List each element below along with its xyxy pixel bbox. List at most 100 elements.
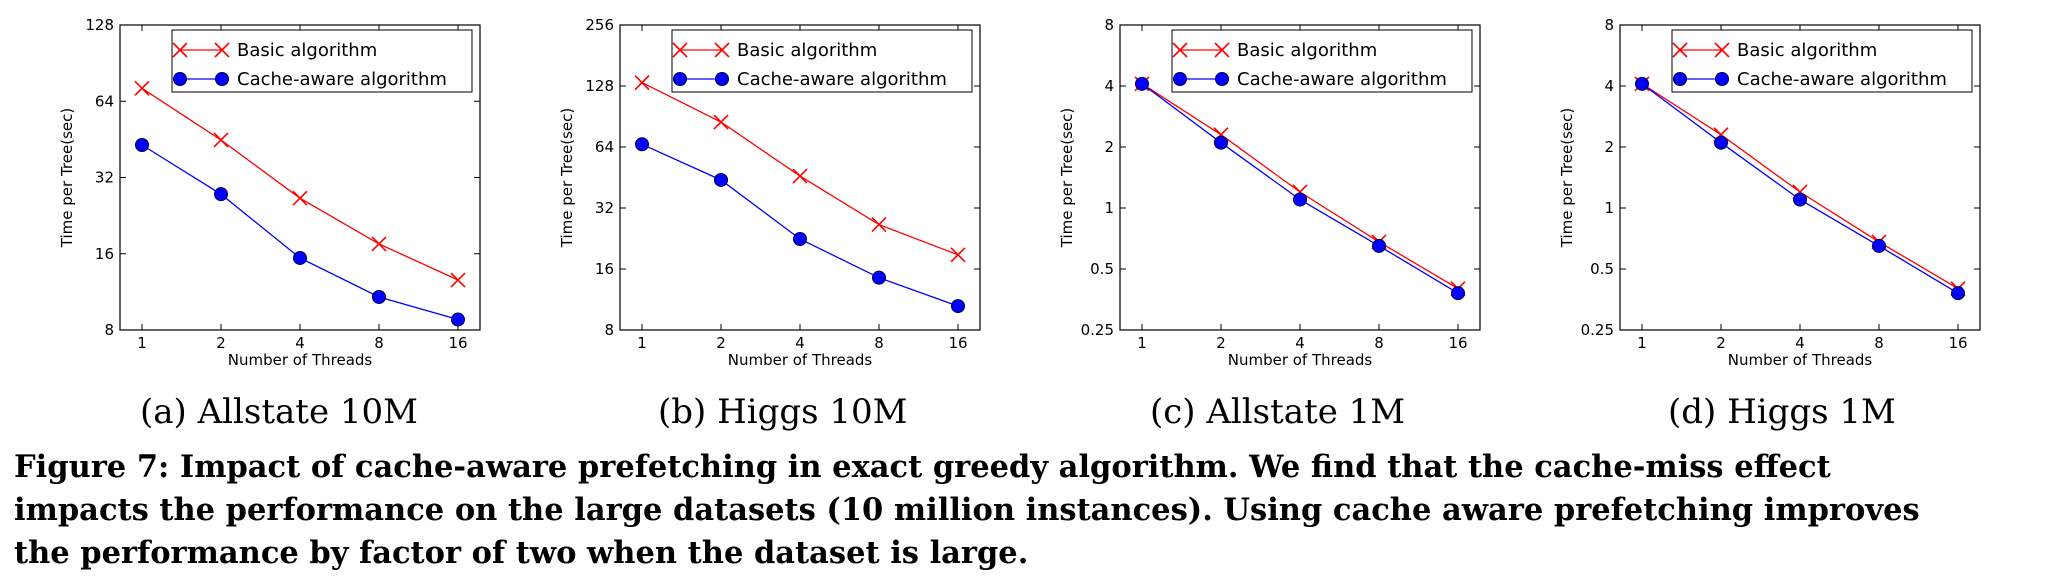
chart-2-xtick-label: 2: [716, 334, 726, 352]
chart-2-series-2-point: [872, 270, 886, 285]
chart-3-series-2-point: [1135, 76, 1149, 91]
chart-4-series-2-point: [1793, 192, 1807, 207]
chart-4-ytick-label: 8: [1604, 16, 1614, 34]
chart-1-series-1-point: [371, 236, 387, 252]
chart-2-legend-marker-1a: [672, 42, 688, 58]
chart-3-legend-label-1: Basic algorithm: [1237, 40, 1377, 61]
chart-1-xtick-label: 1: [137, 334, 147, 352]
chart-4-series-2-line: [1641, 83, 1959, 294]
chart-1-y-axis-label: Time per Tree(sec): [58, 108, 76, 248]
chart-3-legend-marker-1a: [1172, 42, 1188, 58]
chart-1-legend-marker-1a: [172, 42, 188, 58]
chart-4-xtick-label: 16: [1948, 334, 1967, 352]
chart-1-series-2-point: [372, 289, 386, 304]
chart-3-ytick-label: 0.25: [1081, 321, 1114, 339]
chart-4-series-2-point: [1635, 76, 1649, 91]
chart-3-xtick-label: 16: [1448, 334, 1467, 352]
chart-1-xtick-label: 4: [295, 334, 305, 352]
chart-2-series-1-point: [950, 247, 966, 263]
chart-2-series-2-point: [793, 231, 807, 246]
chart-3-x-axis-label: Number of Threads: [1228, 351, 1373, 369]
chart-4-series-1-line: [1641, 83, 1959, 290]
chart-1-xtick-label: 8: [374, 334, 384, 352]
chart-3-y-axis-label: Time per Tree(sec): [1058, 108, 1076, 248]
chart-4-series-2-point: [1714, 135, 1728, 150]
chart-3-ytick-label: 2: [1104, 138, 1114, 156]
chart-3-legend-label-2: Cache-aware algorithm: [1237, 69, 1447, 90]
chart-3-series-2-point: [1293, 192, 1307, 207]
figure-caption: Figure 7: Impact of cache-aware prefetch…: [14, 446, 2054, 575]
chart-1-ytick-label: 32: [95, 169, 114, 187]
chart-3-xtick-label: 8: [1374, 334, 1384, 352]
chart-4-legend-label-1: Basic algorithm: [1737, 40, 1877, 61]
chart-1-series-2-point: [451, 312, 465, 327]
chart-1-series-1-point: [450, 272, 466, 288]
chart-2-ytick-label: 256: [585, 16, 614, 34]
chart-4-legend-marker-2b: [1715, 72, 1729, 86]
chart-2-series-2-point: [951, 299, 965, 314]
chart-1-xtick-label: 16: [448, 334, 467, 352]
chart-2-series-1-point: [634, 75, 650, 91]
chart-1: 8 16 32 64 128 1 2 4 8 16 Number of Threads Time pe…: [58, 16, 481, 369]
chart-2-legend-label-2: Cache-aware algorithm: [737, 69, 947, 90]
chart-2-ytick-label: 128: [585, 77, 614, 95]
chart-3-series-1-line: [1141, 83, 1459, 290]
chart-4-legend-label-2: Cache-aware algorithm: [1737, 69, 1947, 90]
subcaption-b: (b) Higgs 10M: [658, 392, 908, 432]
chart-2-series-1-point: [792, 168, 808, 184]
chart-4-ytick-label: 2: [1604, 138, 1614, 156]
chart-1-legend-label-2: Cache-aware algorithm: [237, 69, 447, 90]
chart-2-series-2-line: [641, 143, 959, 307]
chart-3-ytick-label: 8: [1104, 16, 1114, 34]
chart-4-series-2-point: [1951, 286, 1965, 301]
chart-3-xtick-label: 2: [1216, 334, 1226, 352]
chart-1-series-1-point: [292, 190, 308, 206]
chart-3-ytick-label: 1: [1104, 199, 1114, 217]
chart-2: 8 16 32 64 128 256 1 2 4 8 16 Number of Threads Time…: [558, 16, 981, 369]
chart-2-xtick-label: 4: [795, 334, 805, 352]
chart-4-ytick-label: 4: [1604, 77, 1614, 95]
chart-3-legend-marker-1b: [1214, 42, 1230, 58]
chart-2-legend-marker-2b: [715, 72, 729, 86]
chart-4-series-2-point: [1872, 238, 1886, 253]
chart-1-xtick-label: 2: [216, 334, 226, 352]
chart-3-legend-marker-2b: [1215, 72, 1229, 86]
chart-2-x-axis-label: Number of Threads: [728, 351, 873, 369]
chart-4-ytick-label: 0.25: [1581, 321, 1614, 339]
chart-2-y-axis-label: Time per Tree(sec): [558, 108, 576, 248]
chart-4-ytick-label: 1: [1604, 199, 1614, 217]
chart-1-legend-label-1: Basic algorithm: [237, 40, 377, 61]
figure-caption-line-3: the performance by factor of two when th…: [14, 535, 1029, 571]
chart-1-series-2-point: [214, 187, 228, 202]
chart-1-series-1-point: [213, 132, 229, 148]
chart-1-x-axis-label: Number of Threads: [228, 351, 373, 369]
subcaption-c: (c) Allstate 1M: [1150, 392, 1406, 432]
chart-2-xtick-label: 1: [637, 334, 647, 352]
chart-1-series-2-point: [293, 250, 307, 265]
chart-4-legend-marker-2a: [1673, 72, 1687, 86]
chart-4-xtick-label: 4: [1795, 334, 1805, 352]
chart-3-series-2-line: [1141, 83, 1459, 294]
chart-1-series-1-point: [134, 80, 150, 96]
chart-1-ytick-label: 16: [95, 245, 114, 263]
chart-3-xtick-label: 4: [1295, 334, 1305, 352]
chart-2-series-1-line: [641, 82, 959, 256]
chart-2-series-2-point: [635, 137, 649, 152]
chart-1-ytick-label: 64: [95, 92, 114, 110]
chart-1-series-2-line: [141, 144, 459, 321]
chart-4-xtick-label: 2: [1716, 334, 1726, 352]
chart-1-ytick-label: 8: [104, 321, 114, 339]
chart-4-xtick-label: 8: [1874, 334, 1884, 352]
chart-2-ytick-label: 64: [595, 138, 614, 156]
chart-2-xtick-label: 8: [874, 334, 884, 352]
chart-2-series-2-point: [714, 172, 728, 187]
chart-4-x-axis-label: Number of Threads: [1728, 351, 1873, 369]
chart-4-legend-marker-1a: [1672, 42, 1688, 58]
chart-3-series-2-point: [1451, 286, 1465, 301]
chart-3-legend-marker-2a: [1173, 72, 1187, 86]
chart-3-ytick-label: 0.5: [1090, 260, 1114, 278]
chart-4-ytick-label: 0.5: [1590, 260, 1614, 278]
